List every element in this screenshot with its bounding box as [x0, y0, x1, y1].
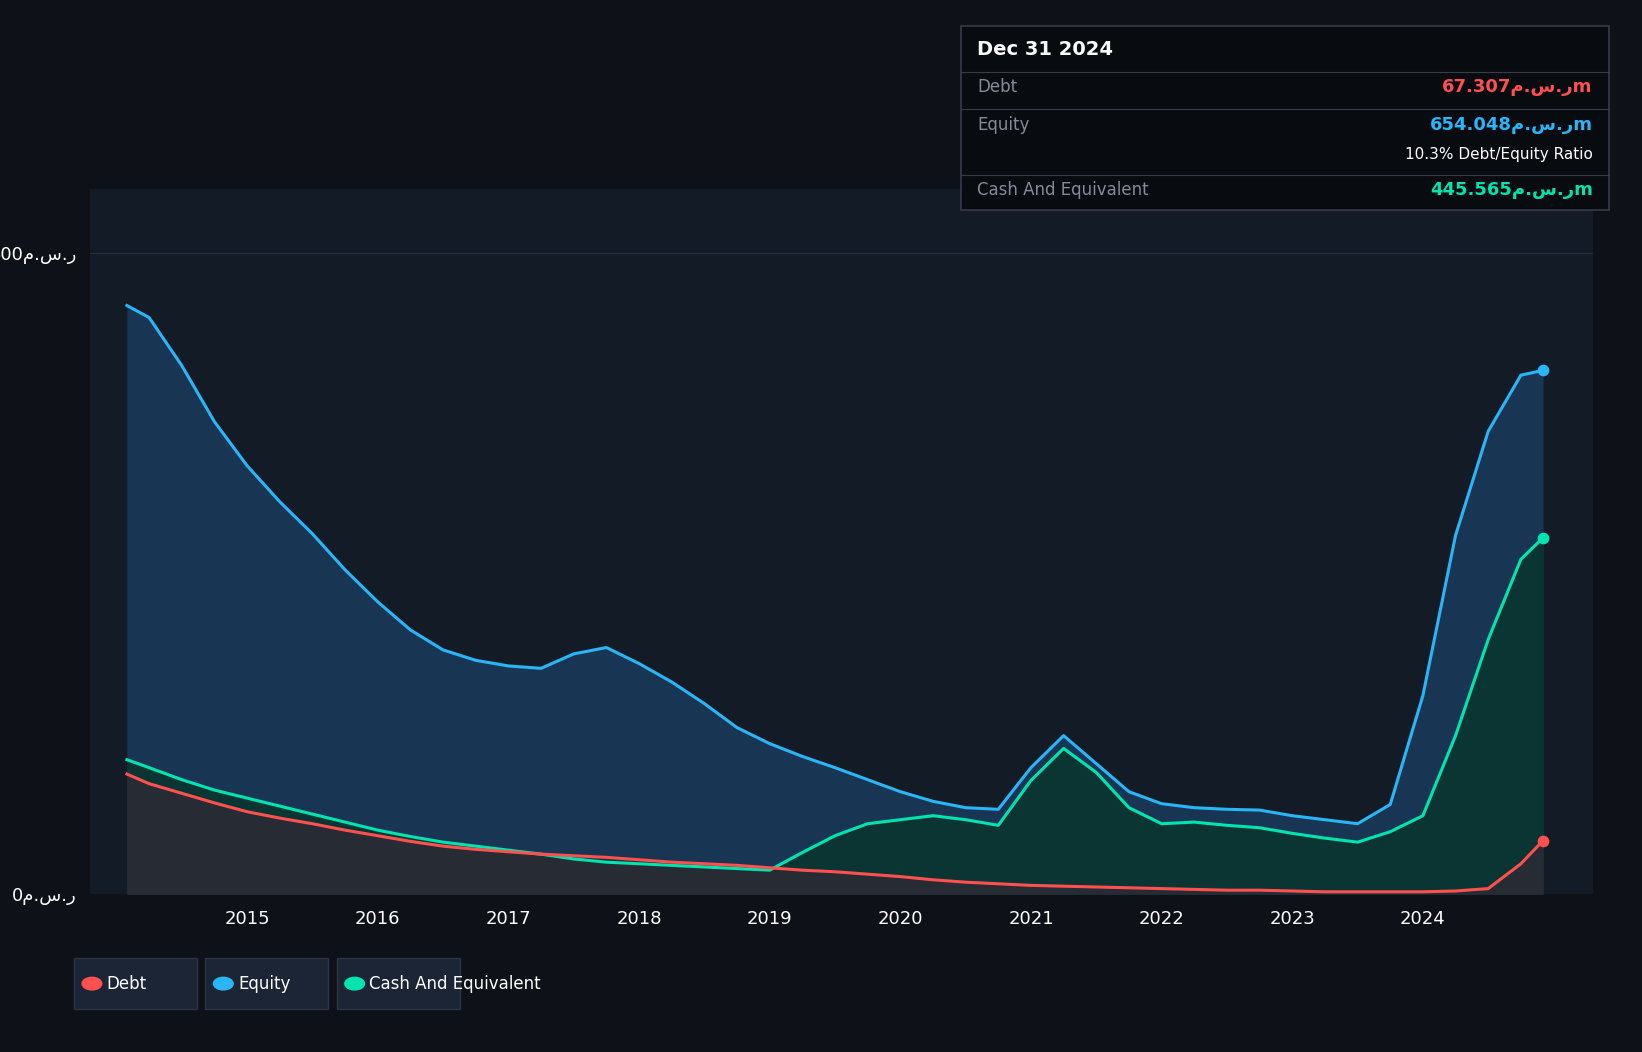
- Text: Cash And Equivalent: Cash And Equivalent: [977, 181, 1149, 199]
- Text: Dec 31 2024: Dec 31 2024: [977, 40, 1113, 59]
- Point: [1530, 832, 1557, 849]
- Text: Debt: Debt: [107, 974, 146, 993]
- Text: Cash And Equivalent: Cash And Equivalent: [369, 974, 542, 993]
- Text: 67.307م.س.رm: 67.307م.س.رm: [1442, 78, 1593, 96]
- Point: [1530, 362, 1557, 379]
- Text: 445.565م.س.رm: 445.565م.س.رm: [1430, 181, 1593, 199]
- Point: [1530, 529, 1557, 546]
- Text: Equity: Equity: [977, 116, 1030, 134]
- Text: Debt: Debt: [977, 78, 1016, 96]
- Text: Equity: Equity: [238, 974, 291, 993]
- Text: 654.048م.س.رm: 654.048م.س.رm: [1430, 116, 1593, 134]
- Text: 10.3% Debt/Equity Ratio: 10.3% Debt/Equity Ratio: [1406, 147, 1593, 162]
